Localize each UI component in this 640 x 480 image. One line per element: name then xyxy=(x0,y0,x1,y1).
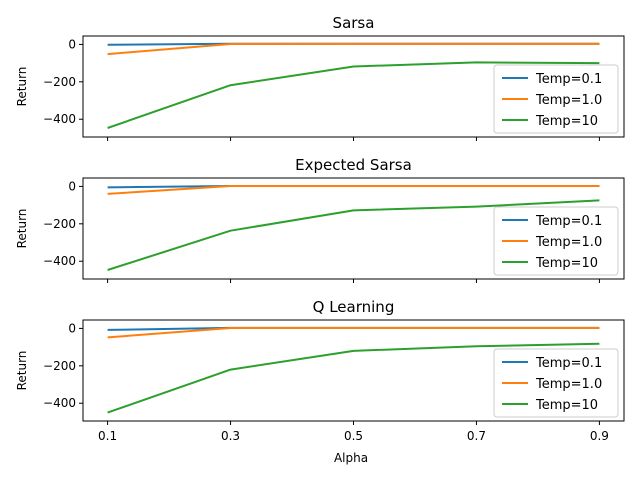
legend-box xyxy=(493,64,619,134)
y-tick-label: −200 xyxy=(43,359,76,373)
legend-entry-temp-10: Temp=10 xyxy=(535,114,598,129)
series-line-temp-1-0 xyxy=(107,42,600,56)
y-tick-label: 0 xyxy=(68,179,76,193)
subplot-expected-sarsa: Expected SarsaReturn0−200−400Temp=0.1Tem… xyxy=(15,156,625,283)
legend: Temp=0.1 Temp=1.0 Temp=10 xyxy=(493,64,619,134)
x-tick-label: 0.3 xyxy=(221,429,240,443)
y-axis-label: Return xyxy=(15,67,29,107)
legend-entry-temp-1-0: Temp=1.0 xyxy=(535,377,602,392)
legend-entry-temp-1-0: Temp=1.0 xyxy=(535,93,602,108)
subplot-sarsa: SarsaReturn0−200−400Temp=0.1Temp=1.0Temp… xyxy=(15,14,625,141)
x-tick-label: 0.9 xyxy=(590,429,609,443)
subplot-q-learning: Q Learning Return 0 −200 −400 0.1 0.3 0.5 0.7 0.9… xyxy=(15,298,625,443)
y-tick-label: −200 xyxy=(43,217,76,231)
series-line-temp-1-0 xyxy=(107,327,600,339)
plot-frame xyxy=(82,177,625,280)
subplot-title: Expected Sarsa xyxy=(295,156,412,174)
plot-frame xyxy=(82,319,625,422)
y-tick-label: 0 xyxy=(68,37,76,51)
x-tick-label: 0.7 xyxy=(467,429,486,443)
y-tick-label: −200 xyxy=(43,75,76,89)
y-tick-label: −400 xyxy=(43,254,76,268)
x-tick-label: 0.1 xyxy=(98,429,117,443)
legend-entry-temp-10: Temp=10 xyxy=(535,398,598,413)
legend-entry-temp-0-1: Temp=0.1 xyxy=(535,72,602,87)
legend: Temp=0.1 Temp=1.0 Temp=10 xyxy=(493,348,619,418)
y-axis-label: Return xyxy=(15,209,29,249)
plot-frame xyxy=(82,35,625,138)
y-tick-label: −400 xyxy=(43,396,76,410)
legend-entry-temp-10: Temp=10 xyxy=(535,256,598,271)
subplot-title: Sarsa xyxy=(333,14,375,32)
legend-entry-temp-1-0: Temp=1.0 xyxy=(535,235,602,250)
legend-box xyxy=(493,348,619,418)
legend-entry-temp-0-1: Temp=0.1 xyxy=(535,356,602,371)
legend-entry-temp-0-1: Temp=0.1 xyxy=(535,214,602,229)
series-line-temp-10 xyxy=(107,342,600,414)
y-tick-label: −400 xyxy=(43,112,76,126)
legend: Temp=0.1 Temp=1.0 Temp=10 xyxy=(493,206,619,276)
x-axis-label: Alpha xyxy=(334,451,368,465)
series-line-temp-1-0 xyxy=(107,185,600,195)
x-tick-label: 0.5 xyxy=(344,429,363,443)
y-axis-label: Return xyxy=(15,351,29,391)
subplot-title: Q Learning xyxy=(313,298,395,316)
series-line-temp-10 xyxy=(107,199,600,271)
y-tick-label: 0 xyxy=(68,321,76,335)
legend-box xyxy=(493,206,619,276)
series-line-temp-10 xyxy=(107,61,600,129)
